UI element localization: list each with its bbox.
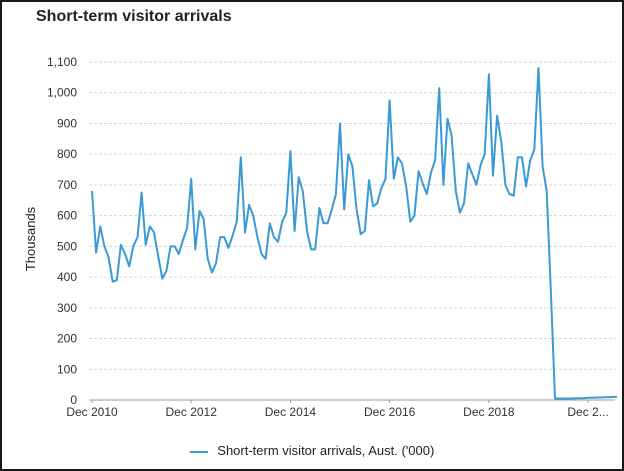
y-tick-label: 700 (57, 178, 77, 192)
y-axis-title: Thousands (23, 206, 38, 271)
legend-label: Short-term visitor arrivals, Aust. ('000… (217, 443, 435, 458)
y-tick-label: 100 (57, 362, 77, 376)
y-tick-label: 800 (57, 147, 77, 161)
y-tick-label: 300 (57, 301, 77, 315)
y-tick-label: 0 (70, 393, 77, 407)
x-tick-label: Dec 2010 (66, 405, 118, 419)
x-tick-label: Dec 2016 (364, 405, 416, 419)
series-line-visitor-arrivals (91, 67, 617, 400)
y-tick-label: 1,100 (47, 55, 77, 69)
y-tick-label: 1,000 (47, 86, 77, 100)
x-tick-label: Dec 2014 (265, 405, 317, 419)
legend: Short-term visitor arrivals, Aust. ('000… (2, 443, 622, 458)
x-tick-label: Dec 2018 (463, 405, 515, 419)
y-tick-label: 200 (57, 332, 77, 346)
y-tick-label: 600 (57, 209, 77, 223)
x-tick-label: Dec 2... (567, 405, 608, 419)
y-tick-label: 900 (57, 116, 77, 130)
legend-swatch (189, 450, 208, 453)
chart-title: Short-term visitor arrivals (36, 8, 232, 25)
y-tick-label: 500 (57, 239, 77, 253)
x-tick-label: Dec 2012 (166, 405, 218, 419)
y-tick-label: 400 (57, 270, 77, 284)
